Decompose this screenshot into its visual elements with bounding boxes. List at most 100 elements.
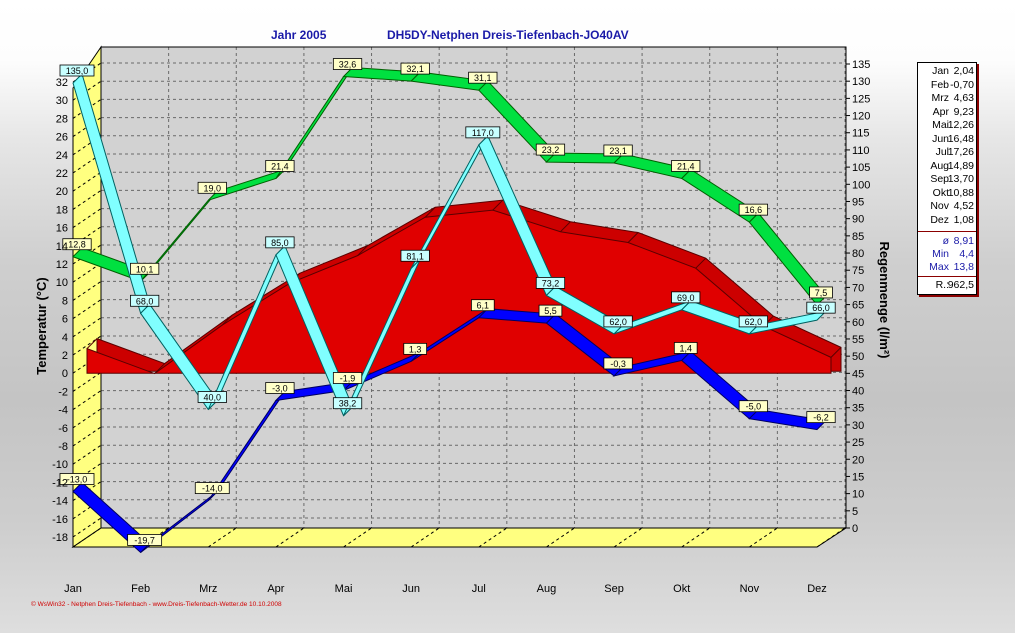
rain-label-box — [59, 64, 95, 77]
rain-label: 81,1 — [406, 251, 424, 261]
summary-month-row-label: Feb — [930, 78, 949, 91]
summary-month-row-value: 4,52 — [953, 200, 974, 212]
summary-month-row: Mrz 4,63 — [918, 92, 976, 105]
summary-month-row-value: 1,08 — [953, 213, 974, 226]
left-tick-label: 22 — [56, 168, 68, 180]
min-label: -1,9 — [340, 373, 356, 383]
rain-label: 40,0 — [204, 393, 222, 403]
summary-month-row-label: Apr — [932, 105, 949, 118]
summary-month-row: Sep 13,70 — [918, 173, 976, 186]
max-label: 21,4 — [677, 161, 695, 171]
summary-month-row-label: Mrz — [931, 92, 950, 104]
max-label-box — [468, 71, 498, 84]
right-axis: 0 5 10 15 20 25 30 35 40 45 50 55 60 65 70 75 80 85 90 95 10… — [845, 47, 870, 535]
rain-label-box — [465, 126, 501, 139]
summary-month-row-value: 14,89 — [947, 159, 974, 172]
mean-series — [86, 199, 842, 375]
min-label-box — [194, 482, 230, 495]
y-left-title: Temperatur (°C) — [34, 277, 49, 374]
left-tick-label: 30 — [56, 95, 68, 107]
mean-mark — [357, 245, 368, 256]
summary-month-row-value: 13,70 — [947, 173, 974, 185]
min-labels: -13,0 -19,7 -14,0 -3,0 -1,9 1,3 6,1 5,5 -0,3 1,4 -… — [59, 299, 836, 546]
min-label: -6,2 — [813, 413, 829, 423]
x-tick-label: Aug — [537, 583, 557, 595]
summary-stat-row: ø 8,91 — [918, 235, 976, 248]
summary-month-row: Feb -0,70 — [918, 79, 976, 92]
left-tick-label: 18 — [56, 204, 68, 216]
summary-month-row-label: Jan — [932, 65, 949, 77]
min-label: -19,7 — [134, 535, 155, 545]
rain-label-box — [197, 391, 227, 403]
chart-year: Jahr 2005 — [271, 28, 327, 42]
summary-month-row-label: Jun — [932, 132, 949, 145]
right-tick-label: 40 — [852, 386, 864, 398]
right-tick-label: 95 — [852, 196, 864, 208]
max-label: 16,6 — [745, 205, 763, 215]
min-label-box — [127, 534, 163, 546]
left-tick-label: -8 — [58, 441, 68, 453]
min-label-box — [265, 382, 295, 394]
chart-station-title: DH5DY-Netphen Dreis-Tiefenbach-JO40AV — [387, 28, 629, 42]
max-label-box — [671, 160, 701, 172]
rain-label: 62,0 — [609, 317, 627, 327]
right-tick-label: 100 — [852, 179, 870, 191]
left-tick-label: 0 — [62, 368, 68, 380]
left-tick-label: 8 — [62, 295, 68, 307]
rain-label-box — [332, 397, 363, 410]
summary-month-row-value: 10,88 — [947, 186, 974, 199]
rain-label: 135,0 — [66, 66, 89, 76]
right-tick-label: 90 — [852, 214, 864, 226]
max-label: 19,0 — [204, 183, 222, 193]
mean-mark — [560, 221, 571, 233]
summary-month-row-label: Aug — [930, 159, 949, 172]
max-label-box — [738, 203, 768, 216]
summary-month-row-value: 4,63 — [953, 92, 974, 104]
summary-month-row: Dez 1,08 — [918, 214, 976, 227]
x-tick-label: Jul — [472, 583, 486, 595]
summary-stat-row-label: Max — [929, 261, 949, 273]
min-label: 1,4 — [679, 343, 692, 353]
summary-month-row: Jan 2,04 — [918, 65, 976, 78]
min-label-box — [806, 411, 836, 424]
min-label-box — [59, 473, 95, 485]
rain-label: 117,0 — [472, 128, 494, 138]
summary-month-row-value: 16,48 — [947, 132, 974, 145]
min-label-box — [332, 372, 363, 384]
rain-label-box — [130, 294, 160, 307]
y-right-title: Regenmenge (l/m²) — [877, 241, 892, 358]
left-tick-label: -4 — [58, 405, 68, 417]
summary-month-row-label: Dez — [930, 213, 949, 226]
max-label-box — [130, 262, 160, 275]
max-label-box — [62, 238, 92, 251]
x-tick-label: Jan — [64, 583, 82, 595]
mean-mark — [492, 199, 504, 211]
mean-mark — [627, 232, 639, 243]
mean-mark — [424, 206, 436, 218]
max-label-box — [400, 62, 430, 75]
left-tick-label: 32 — [56, 77, 68, 89]
summary-month-row-value: -0,70 — [950, 78, 974, 91]
summary-stat-row-label: ø — [942, 235, 949, 247]
right-tick-label: 105 — [852, 162, 870, 174]
min-label: -14,0 — [202, 484, 223, 494]
right-tick-label: 25 — [852, 437, 864, 449]
rain-label-box — [603, 315, 633, 328]
summary-rain-row-value: 962,5 — [947, 279, 974, 291]
max-label-box — [197, 181, 227, 194]
left-tick-label: 20 — [56, 186, 68, 198]
right-tick-label: 15 — [852, 471, 864, 483]
rain-label: 66,0 — [812, 303, 830, 313]
right-tick-label: 125 — [852, 93, 870, 105]
left-tick-label: -16 — [52, 514, 68, 526]
summary-stat-row-value: 13,8 — [953, 261, 974, 273]
left-axis: 32302826242220181614121086420-2-4-6-8-10… — [52, 77, 68, 544]
rain-label-box — [738, 315, 768, 328]
left-tick-label: 10 — [56, 277, 68, 289]
summary-month-row-label: Sep — [930, 173, 949, 185]
summary-month-row-label: Jul — [935, 146, 949, 158]
left-tick-label: 26 — [56, 132, 68, 144]
max-label: 10,1 — [136, 264, 154, 274]
rain-label-box — [400, 249, 430, 262]
